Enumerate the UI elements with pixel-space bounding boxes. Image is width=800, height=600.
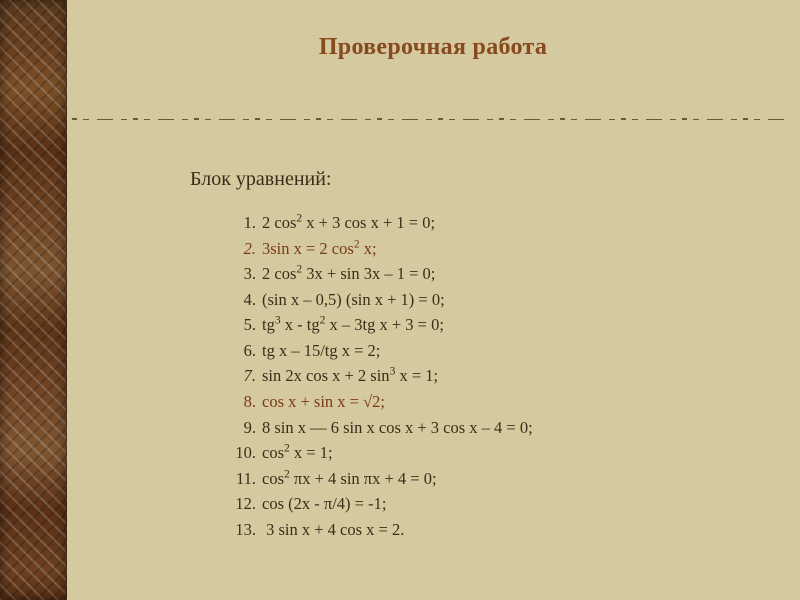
equation-list: 1. 2 cos2 x + 3 cos x + 1 = 0; 2. 3sin x = … [230,210,533,542]
equation-number: 2. [230,236,256,262]
equation-text: 2 cos2 x + 3 cos x + 1 = 0; [262,213,435,232]
equation-row: 6. tg x – 15/tg x = 2; [230,338,533,364]
equation-number: 5. [230,312,256,338]
equation-number: 6. [230,338,256,364]
equation-text: sin 2x cos x + 2 sin3 x = 1; [262,366,438,385]
equation-number: 3. [230,261,256,287]
equation-number: 1. [230,210,256,236]
equation-text: tg3 x - tg2 x – 3tg x + 3 = 0; [262,315,444,334]
equation-text: cos (2x - π/4) = -1; [262,494,386,513]
equation-number: 8. [230,389,256,415]
equation-text: 8 sin x — 6 sin x cos x + 3 cos x – 4 = … [262,418,533,437]
equation-text: 2 cos2 3x + sin 3x – 1 = 0; [262,264,435,283]
equation-row: 9. 8 sin x — 6 sin x cos x + 3 cos x – 4 … [230,415,533,441]
equation-row: 10. cos2 x = 1; [230,440,533,466]
equation-text: tg x – 15/tg x = 2; [262,341,380,360]
ornamental-divider [70,118,792,120]
equation-number: 7. [230,363,256,389]
slide: Проверочная работа Блок уравнений: 1. 2 c… [0,0,800,600]
equation-text: cos2 πx + 4 sin πx + 4 = 0; [262,469,437,488]
equation-row: 7. sin 2x cos x + 2 sin3 x = 1; [230,363,533,389]
equation-number: 4. [230,287,256,313]
equation-row: 2. 3sin x = 2 cos2 x; [230,236,533,262]
equation-row: 5. tg3 x - tg2 x – 3tg x + 3 = 0; [230,312,533,338]
equation-number: 10. [230,440,256,466]
equation-text: cos x + sin x = √2; [262,392,385,411]
equation-number: 9. [230,415,256,441]
equation-row: 11. cos2 πx + 4 sin πx + 4 = 0; [230,466,533,492]
equation-text: (sin x – 0,5) (sin x + 1) = 0; [262,290,445,309]
equation-text: cos2 x = 1; [262,443,333,462]
equation-text: 3sin x = 2 cos2 x; [262,239,377,258]
equation-text: 3 sin x + 4 cos x = 2. [262,520,404,539]
equation-number: 13. [230,517,256,543]
equation-row: 13. 3 sin x + 4 cos x = 2. [230,517,533,543]
equation-number: 11. [230,466,256,492]
page-title: Проверочная работа [66,34,800,61]
equation-row: 3. 2 cos2 3x + sin 3x – 1 = 0; [230,261,533,287]
equation-row: 8. cos x + sin x = √2; [230,389,533,415]
section-subheading: Блок уравнений: [190,168,331,191]
equation-number: 12. [230,491,256,517]
equation-row: 4. (sin x – 0,5) (sin x + 1) = 0; [230,287,533,313]
decorative-left-strip [0,0,67,600]
equation-row: 1. 2 cos2 x + 3 cos x + 1 = 0; [230,210,533,236]
equation-row: 12. cos (2x - π/4) = -1; [230,491,533,517]
